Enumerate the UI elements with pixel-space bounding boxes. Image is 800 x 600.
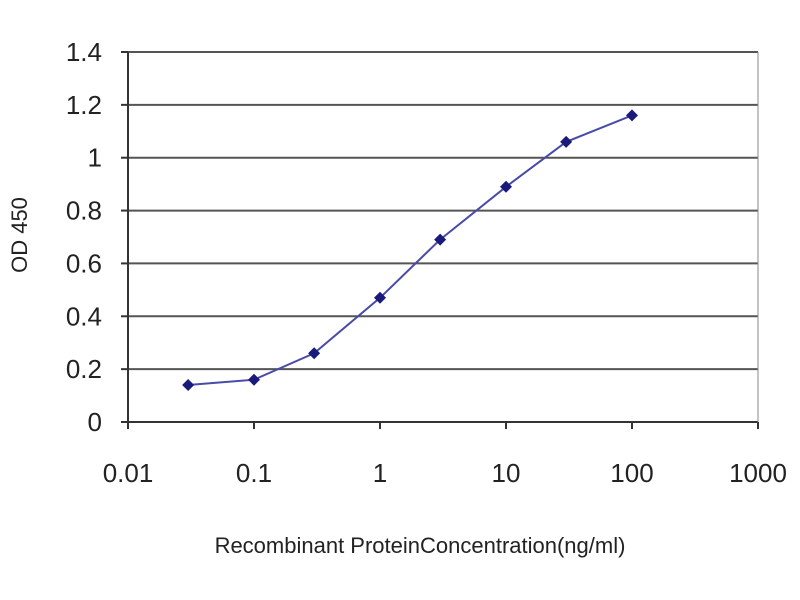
data-point-3 [374,291,386,304]
x-tick-label-4: 100 [610,458,653,488]
x-tick-label-2: 1 [373,458,387,488]
data-point-4 [434,233,447,246]
x-tick-label-1: 0.1 [236,458,272,488]
axes [121,51,759,429]
data-point-5 [500,180,512,193]
x-tick-label-0: 0.01 [103,458,154,488]
y-tick-label-2: 0.4 [66,301,102,331]
x-tick-label-5: 1000 [729,458,787,488]
y-tick-label-7: 1.4 [66,37,102,67]
y-tick-label-3: 0.6 [66,248,102,278]
y-tick-label-0: 0 [88,407,102,437]
data-point-1 [248,373,260,386]
data-point-6 [560,135,573,148]
data-point-7 [626,109,638,122]
y-tick-label-6: 1.2 [66,90,102,120]
y-tick-label-4: 0.8 [66,196,102,226]
data-point-0 [182,379,195,391]
x-tick-label-3: 10 [492,458,521,488]
y-tick-label-5: 1 [88,143,102,173]
series-1 [182,109,638,391]
x-axis-title: Recombinant ProteinConcentration(ng/ml) [215,533,626,558]
data-point-2 [308,347,321,360]
tick-labels: 0 0.2 0.4 0.6 0.8 1 1.2 1.4 0.01 0.1 1 10 100 1000 [66,37,787,488]
series-line [188,114,633,386]
grid-lines [128,51,758,371]
y-tick-label-1: 0.2 [66,354,102,384]
y-axis-title: OD 450 [7,197,32,273]
